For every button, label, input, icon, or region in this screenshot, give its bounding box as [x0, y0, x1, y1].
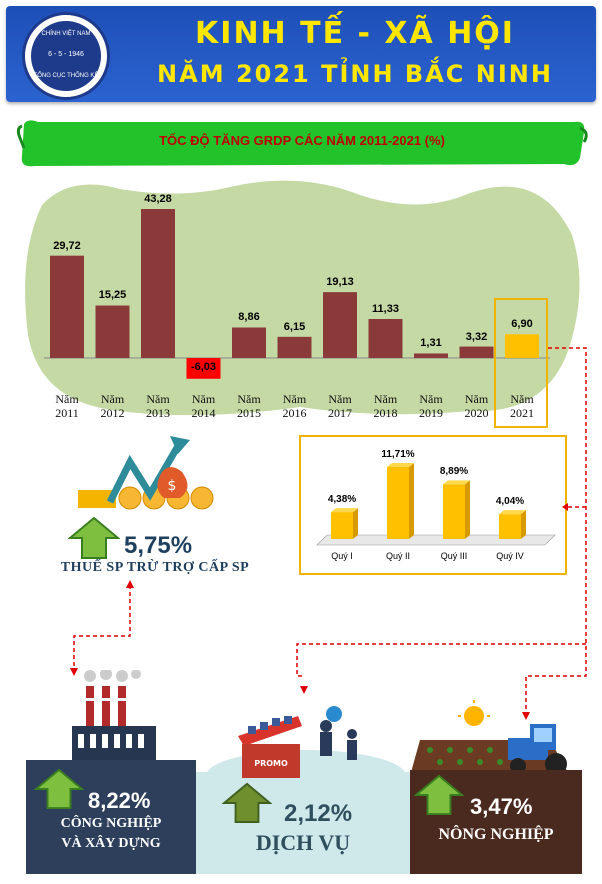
- quarterly-category-label: Quý I: [331, 551, 353, 561]
- grdp-category-label: Năm 2011: [55, 392, 79, 420]
- logo-text-bottom: TỔNG CỤC THỐNG KÊ: [33, 73, 99, 79]
- service-up-arrow-icon: [222, 782, 272, 824]
- grdp-chart: [44, 209, 550, 379]
- grdp-bar: [141, 209, 175, 358]
- grdp-bar: [459, 346, 494, 358]
- grdp-bar: [277, 336, 312, 358]
- quarterly-value-label: 4,04%: [495, 496, 525, 508]
- grdp-value-label: 3,32: [465, 330, 488, 343]
- industry-up-arrow-icon: [34, 768, 84, 810]
- quarterly-bar-side: [409, 463, 414, 539]
- quarterly-bar-top: [499, 510, 526, 515]
- coins-growth-icon: $: [78, 436, 214, 510]
- industry-growth-value: 8,22%: [88, 788, 151, 813]
- grdp-bar: [414, 353, 448, 358]
- grdp-category-label: Năm 2012: [100, 392, 125, 420]
- service-growth-value: 2,12%: [284, 800, 353, 827]
- logo-text-mid: 6 - 5 - 1946: [48, 51, 84, 58]
- grdp-category-label: Năm 2017: [328, 392, 352, 420]
- page-title-line2: NĂM 2021 TỈNH BẮC NINH: [157, 60, 553, 88]
- quarterly-chart: [316, 463, 556, 546]
- farm-tractor-icon: [410, 700, 570, 776]
- grdp-bar: [186, 358, 221, 379]
- quarterly-bar: [499, 514, 521, 539]
- grdp-category-label: Năm 2021: [510, 392, 534, 420]
- quarterly-value-label: 11,71%: [381, 449, 415, 460]
- grdp-value-label: 8,86: [238, 311, 260, 324]
- quarterly-chart-box: [299, 435, 567, 575]
- industry-label-line2: VÀ XÂY DỰNG: [61, 836, 161, 851]
- quarterly-value-label: 4,38%: [327, 494, 357, 506]
- agriculture-up-arrow-icon: [414, 774, 464, 816]
- service-illustration: PROMO: [196, 706, 410, 874]
- year-2021-highlight: [494, 298, 548, 428]
- quarterly-category-label: Quý IV: [496, 551, 524, 561]
- factory-icon: [72, 670, 156, 766]
- chart-title-ribbon: [16, 120, 588, 167]
- grdp-category-label: Năm 2016: [282, 392, 307, 420]
- quarterly-bar-side: [353, 508, 358, 539]
- grdp-value-label: 6,15: [283, 320, 306, 333]
- grdp-bar: [232, 327, 266, 358]
- grdp-value-label: 43,28: [144, 193, 172, 205]
- tax-label: THUẾ SP TRỪ TRỢ CẤP SP: [60, 560, 250, 575]
- grdp-value-label: 15,25: [98, 289, 127, 302]
- grdp-bar: [505, 334, 539, 358]
- industry-label-line1: CÔNG NGHIỆP: [60, 816, 162, 831]
- grdp-category-label: Năm 2019: [419, 392, 443, 420]
- tax-up-arrow-icon: [68, 516, 120, 559]
- tax-growth-value: 5,75%: [124, 532, 193, 559]
- grdp-category-label: Năm 2014: [191, 392, 216, 420]
- grdp-category-label: Năm 2015: [237, 392, 261, 420]
- logo-text-top: CHÍNH VIỆT NAM: [41, 31, 91, 37]
- grdp-category-label: Năm 2018: [373, 392, 398, 420]
- quarterly-category-label: Quý II: [385, 551, 410, 561]
- grdp-category-label: Năm 2020: [464, 392, 489, 420]
- quarterly-bar-top: [443, 480, 470, 485]
- quarterly-bar: [331, 512, 353, 539]
- agriculture-growth-value: 3,47%: [470, 794, 533, 819]
- promo-sign-text: PROMO: [254, 759, 288, 768]
- quarterly-floor: [316, 534, 556, 546]
- service-label: DỊCH VỤ: [255, 830, 351, 855]
- grdp-value-label: 6,90: [511, 318, 533, 331]
- agriculture-label: NÔNG NGHIỆP: [438, 826, 554, 843]
- grdp-value-label: 1,31: [420, 337, 442, 350]
- gso-logo: CHÍNH VIỆT NAM 6 - 5 - 1946 TỔNG CỤC THỐ…: [22, 12, 110, 100]
- quarterly-bar: [443, 484, 465, 539]
- quarterly-category-label: Quý III: [440, 551, 468, 561]
- quarterly-value-label: 8,89%: [439, 466, 469, 478]
- quarterly-bar-side: [465, 480, 470, 539]
- grdp-bar: [323, 292, 357, 358]
- grdp-category-label: Năm 2013: [146, 392, 170, 420]
- quarterly-bar-top: [387, 463, 414, 467]
- grdp-value-label: 19,13: [326, 276, 354, 289]
- grdp-bar: [368, 318, 403, 358]
- grdp-value-label: -6,03: [190, 361, 217, 373]
- quarterly-bar-top: [331, 508, 358, 513]
- grdp-bar: [95, 305, 130, 358]
- page-title-line1: KINH TẾ - XÃ HỘI: [195, 16, 515, 51]
- grdp-value-label: 29,72: [53, 239, 81, 252]
- chart-title: TỐC ĐỘ TĂNG GRDP CÁC NĂM 2011-2021 (%): [159, 133, 445, 148]
- quarterly-bar: [387, 467, 409, 539]
- svg-text:$: $: [168, 478, 177, 494]
- quarterly-bar-side: [521, 510, 526, 539]
- grdp-bar: [50, 255, 84, 358]
- grdp-value-label: 11,33: [372, 302, 399, 315]
